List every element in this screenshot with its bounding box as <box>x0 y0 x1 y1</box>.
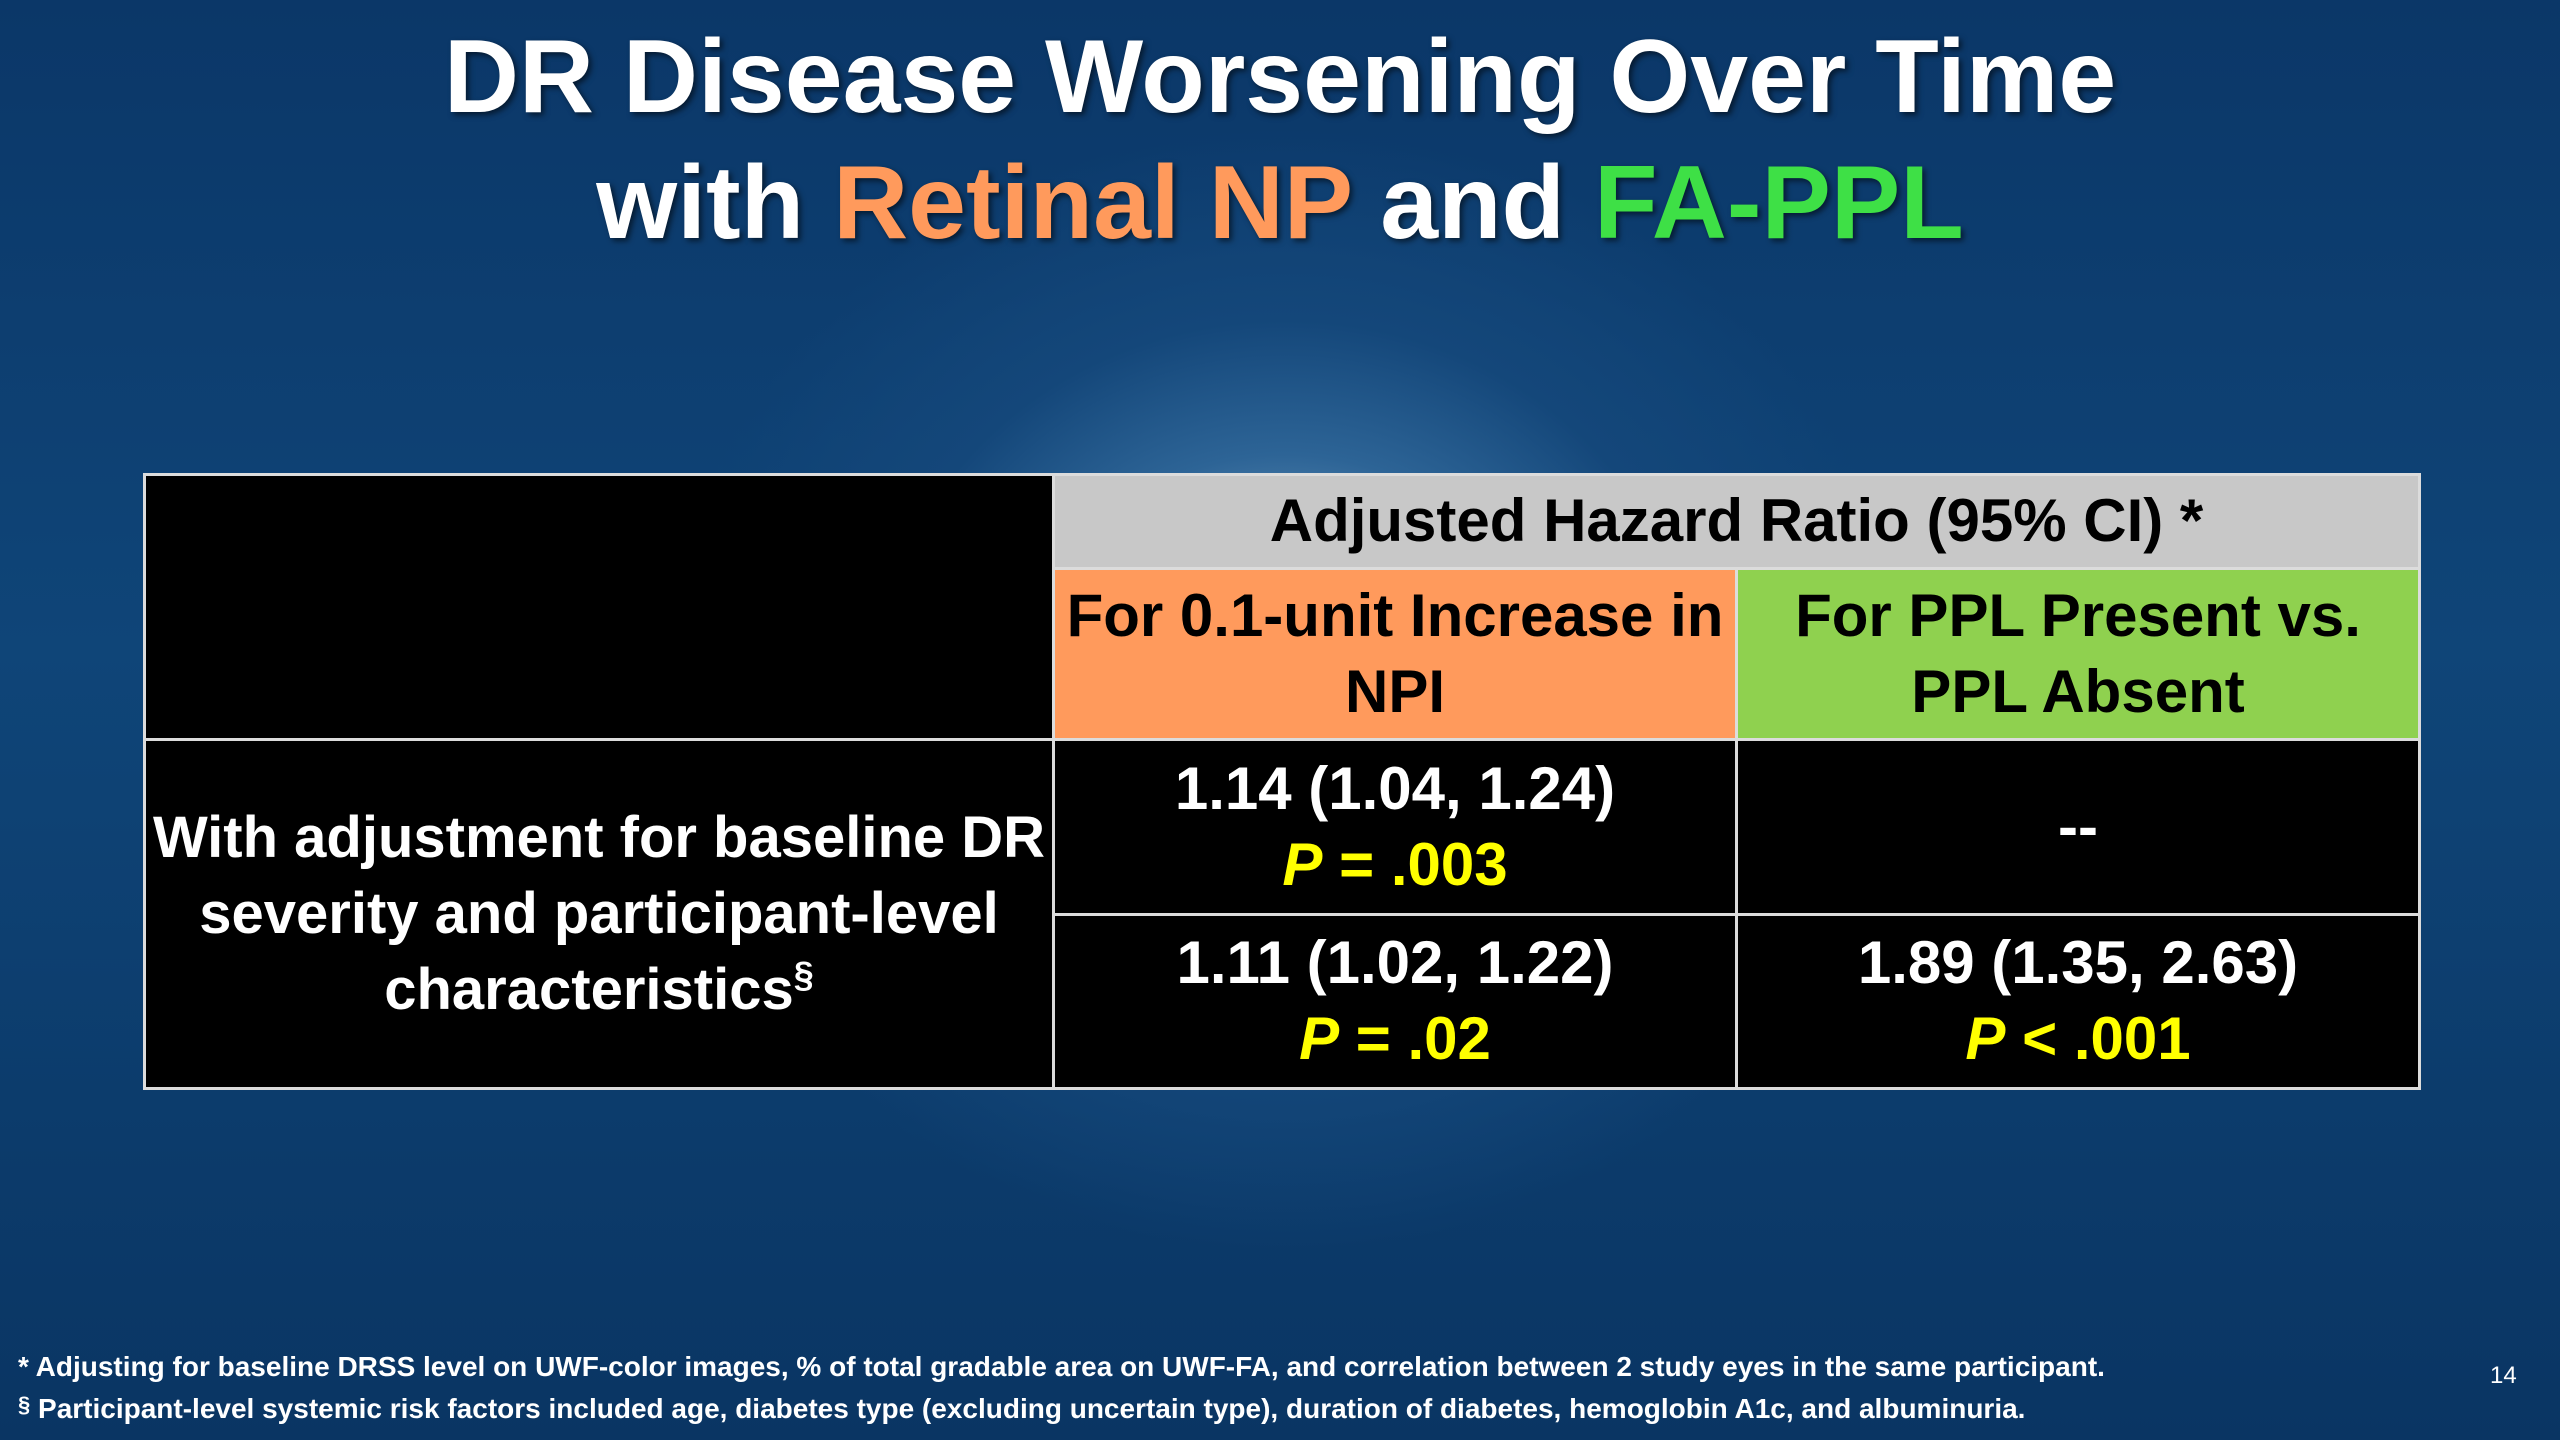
column-header-ppl: For PPL Present vs. PPL Absent <box>1735 566 2421 742</box>
footnotes: * Adjusting for baseline DRSS level on U… <box>18 1348 2438 1428</box>
table-header-hazard-ratio: Adjusted Hazard Ratio (95% CI) * <box>1052 473 2421 570</box>
ppl-ci-row2: 1.89 (1.35, 2.63) <box>1857 929 2299 997</box>
npi-ci-row1: 1.14 (1.04, 1.24) <box>1174 754 1616 822</box>
npi-p-row1: P = .003 <box>1282 830 1508 898</box>
npi-p-row2: P = .02 <box>1299 1005 1491 1073</box>
table-cell-npi-row1: 1.14 (1.04, 1.24) P = .003 <box>1052 738 1738 916</box>
table-cell-npi-row2: 1.11 (1.02, 1.22) P = .02 <box>1052 912 1738 1091</box>
table-cell-ppl-row1: -- <box>1735 738 2421 916</box>
row-label-adjustment: With adjustment for baseline DR severity… <box>143 738 1055 1090</box>
column-header-npi: For 0.1-unit Increase in NPI <box>1052 566 1738 742</box>
npi-ci-row2: 1.11 (1.02, 1.22) <box>1176 929 1614 997</box>
title-fa-ppl: FA-PPL <box>1593 145 1964 261</box>
slide-title: DR Disease Worsening Over Time with Reti… <box>0 14 2560 266</box>
footnote-1: * Adjusting for baseline DRSS level on U… <box>18 1351 2105 1382</box>
title-prefix: with <box>596 145 834 261</box>
title-and: and <box>1351 145 1594 261</box>
page-number: 14 <box>2490 1362 2517 1389</box>
title-retinal-np: Retinal NP <box>833 145 1352 261</box>
table-cell-ppl-row2: 1.89 (1.35, 2.63) P < .001 <box>1735 912 2421 1091</box>
footnote-2: § Participant-level systemic risk factor… <box>18 1392 2026 1424</box>
row-label-text: With adjustment for baseline DR severity… <box>152 805 1046 1023</box>
hazard-ratio-table: Adjusted Hazard Ratio (95% CI) * For 0.1… <box>143 472 2421 1091</box>
title-line-2: with Retinal NP and FA-PPL <box>0 140 2560 266</box>
title-line-1: DR Disease Worsening Over Time <box>443 19 2117 135</box>
row-label-footnote-mark: § <box>793 954 814 996</box>
table-corner-blank <box>143 472 1055 742</box>
ppl-p-row2: P < .001 <box>1965 1005 2191 1073</box>
